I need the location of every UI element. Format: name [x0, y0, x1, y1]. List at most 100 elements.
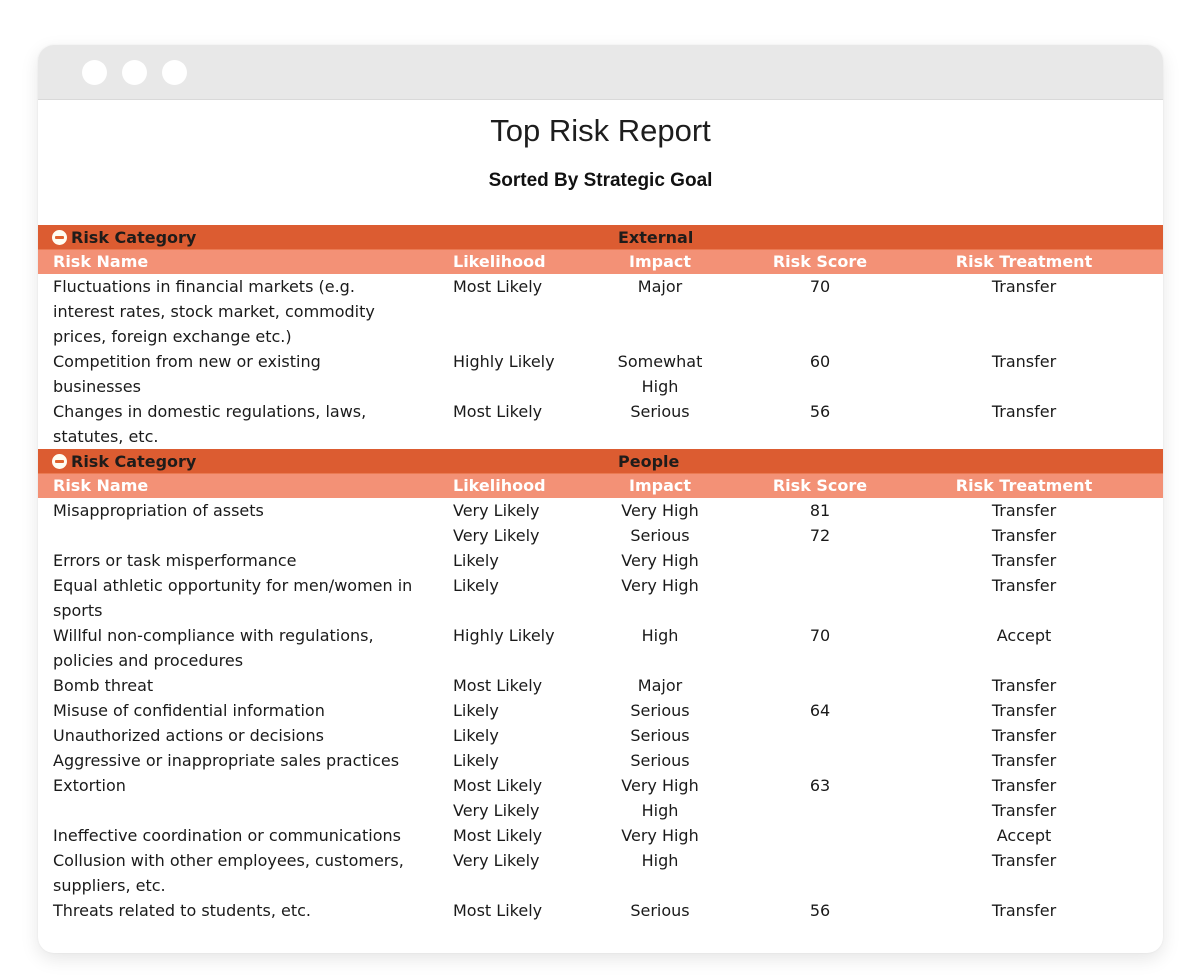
impact-cell: Serious — [630, 901, 690, 920]
risk-name-cell: Aggressive or inappropriate sales practi… — [53, 751, 400, 770]
window-minimize-button[interactable] — [122, 59, 147, 85]
collapse-minus-icon[interactable] — [52, 230, 67, 245]
risk-name-cell: Errors or task misperformance — [53, 551, 297, 570]
risk-treatment-cell: Transfer — [991, 901, 1057, 920]
risk-treatment-cell: Transfer — [991, 501, 1057, 520]
impact-cell: High — [641, 801, 679, 820]
risk-name-cell: Willful non-compliance with regulations,… — [53, 626, 374, 670]
window-maximize-button[interactable] — [162, 59, 187, 85]
risk-treatment-cell: Accept — [996, 826, 1052, 845]
risk-row: Very Likely Serious 72 Transfer — [38, 523, 1163, 548]
likelihood-cell: Most Likely — [453, 776, 543, 795]
risk-score-cell — [755, 848, 885, 898]
risk-name-cell: Misuse of confidential information — [53, 701, 325, 720]
impact-cell: Very High — [621, 576, 699, 595]
risk-treatment-cell: Transfer — [991, 526, 1057, 545]
risk-name-cell: Equal athletic opportunity for men/women… — [53, 576, 413, 620]
impact-cell: Very High — [621, 501, 699, 520]
section-rows: Fluctuations in financial markets (e.g. … — [38, 274, 1163, 449]
risk-name-cell: Threats related to students, etc. — [53, 901, 311, 920]
risk-name-cell: Collusion with other employees, customer… — [53, 851, 404, 895]
risk-treatment-cell: Transfer — [991, 776, 1057, 795]
risk-treatment-cell: Transfer — [991, 801, 1057, 820]
risk-score-cell: 81 — [809, 501, 831, 520]
risk-treatment-cell: Transfer — [991, 551, 1057, 570]
risk-row: Threats related to students, etc. Most L… — [38, 898, 1163, 923]
category-name: People — [618, 452, 680, 471]
likelihood-cell: Very Likely — [453, 526, 540, 545]
risk-row: Unauthorized actions or decisions Likely… — [38, 723, 1163, 748]
likelihood-cell: Likely — [453, 726, 499, 745]
impact-cell: High — [641, 851, 679, 870]
risk-category-label: Risk Category — [71, 228, 197, 247]
likelihood-cell: Highly Likely — [453, 352, 555, 371]
risk-name-cell — [38, 523, 453, 548]
risk-score-cell — [755, 548, 885, 573]
section-rows: Misappropriation of assets Very Likely V… — [38, 498, 1163, 923]
likelihood-cell: Very Likely — [453, 801, 540, 820]
risk-table: Risk Category External Risk Name Likelih… — [38, 225, 1163, 923]
impact-cell: Very High — [621, 776, 699, 795]
column-header-row: Risk Name Likelihood Impact Risk Score R… — [38, 250, 1163, 274]
column-header-risk-score: Risk Score — [772, 476, 868, 495]
risk-score-cell — [755, 798, 885, 823]
risk-category-label: Risk Category — [71, 452, 197, 471]
risk-row: Very Likely High Transfer — [38, 798, 1163, 823]
risk-row: Changes in domestic regulations, laws, s… — [38, 399, 1163, 449]
column-header-row: Risk Name Likelihood Impact Risk Score R… — [38, 474, 1163, 498]
risk-treatment-cell: Transfer — [991, 402, 1057, 421]
likelihood-cell: Most Likely — [453, 676, 543, 695]
risk-name-cell: Ineffective coordination or communicatio… — [53, 826, 401, 845]
risk-name-cell: Competition from new or existing busines… — [53, 352, 321, 396]
category-name: External — [618, 228, 694, 247]
risk-row: Ineffective coordination or communicatio… — [38, 823, 1163, 848]
risk-score-cell: 63 — [809, 776, 831, 795]
risk-score-cell — [755, 573, 885, 623]
risk-treatment-cell: Transfer — [991, 277, 1057, 296]
impact-cell: Serious — [630, 701, 690, 720]
column-header-risk-treatment: Risk Treatment — [955, 252, 1093, 271]
risk-treatment-cell: Accept — [996, 626, 1052, 645]
impact-cell: Serious — [630, 526, 690, 545]
risk-row: Extortion Most Likely Very High 63 Trans… — [38, 773, 1163, 798]
column-header-likelihood: Likelihood — [453, 476, 546, 495]
collapse-minus-icon[interactable] — [52, 454, 67, 469]
risk-treatment-cell: Transfer — [991, 676, 1057, 695]
likelihood-cell: Likely — [453, 551, 499, 570]
risk-row: Competition from new or existing busines… — [38, 349, 1163, 399]
page-title: Top Risk Report — [490, 113, 711, 148]
likelihood-cell: Most Likely — [453, 901, 543, 920]
window-close-button[interactable] — [82, 59, 107, 85]
browser-window: Top Risk Report Sorted By Strategic Goal… — [38, 45, 1163, 953]
risk-name-cell: Fluctuations in financial markets (e.g. … — [53, 277, 375, 346]
risk-treatment-cell: Transfer — [991, 352, 1057, 371]
impact-cell: Very High — [621, 551, 699, 570]
impact-cell: Very High — [621, 826, 699, 845]
risk-score-cell — [755, 673, 885, 698]
risk-score-cell: 72 — [809, 526, 831, 545]
risk-name-cell: Bomb threat — [53, 676, 154, 695]
impact-cell: Major — [637, 676, 683, 695]
risk-row: Misappropriation of assets Very Likely V… — [38, 498, 1163, 523]
window-titlebar — [38, 45, 1163, 100]
risk-section: Risk Category People Risk Name Likelihoo… — [38, 449, 1163, 923]
likelihood-cell: Likely — [453, 576, 499, 595]
likelihood-cell: Most Likely — [453, 277, 543, 296]
risk-name-cell: Unauthorized actions or decisions — [53, 726, 324, 745]
category-header-row: Risk Category People — [38, 449, 1163, 474]
likelihood-cell: Likely — [453, 701, 499, 720]
risk-name-cell: Changes in domestic regulations, laws, s… — [53, 402, 367, 446]
likelihood-cell: Very Likely — [453, 501, 540, 520]
column-header-risk-treatment: Risk Treatment — [955, 476, 1093, 495]
risk-score-cell: 64 — [809, 701, 831, 720]
risk-score-cell — [755, 823, 885, 848]
category-header-row: Risk Category External — [38, 225, 1163, 250]
risk-treatment-cell: Transfer — [991, 751, 1057, 770]
risk-score-cell: 70 — [809, 277, 831, 296]
risk-section: Risk Category External Risk Name Likelih… — [38, 225, 1163, 449]
impact-cell: Serious — [630, 402, 690, 421]
impact-cell: Major — [637, 277, 683, 296]
risk-score-cell — [755, 748, 885, 773]
risk-score-cell: 56 — [809, 901, 831, 920]
